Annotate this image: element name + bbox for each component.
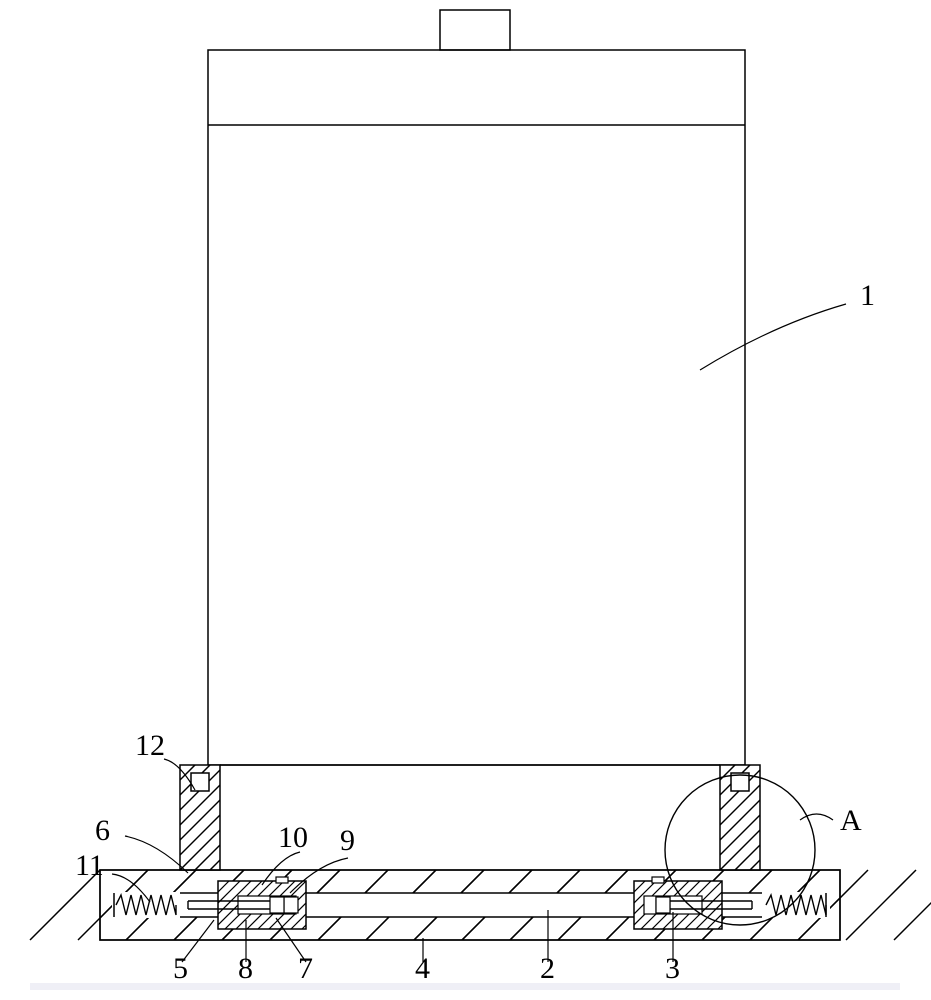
label-9: 9: [340, 824, 355, 857]
label-11: 11: [75, 849, 104, 882]
label-10: 10: [278, 821, 308, 854]
label-12: 12: [135, 729, 165, 762]
label-6: 6: [95, 814, 110, 847]
label-7: 7: [298, 952, 313, 985]
label-1: 1: [860, 279, 875, 312]
label-A: A: [840, 804, 862, 837]
